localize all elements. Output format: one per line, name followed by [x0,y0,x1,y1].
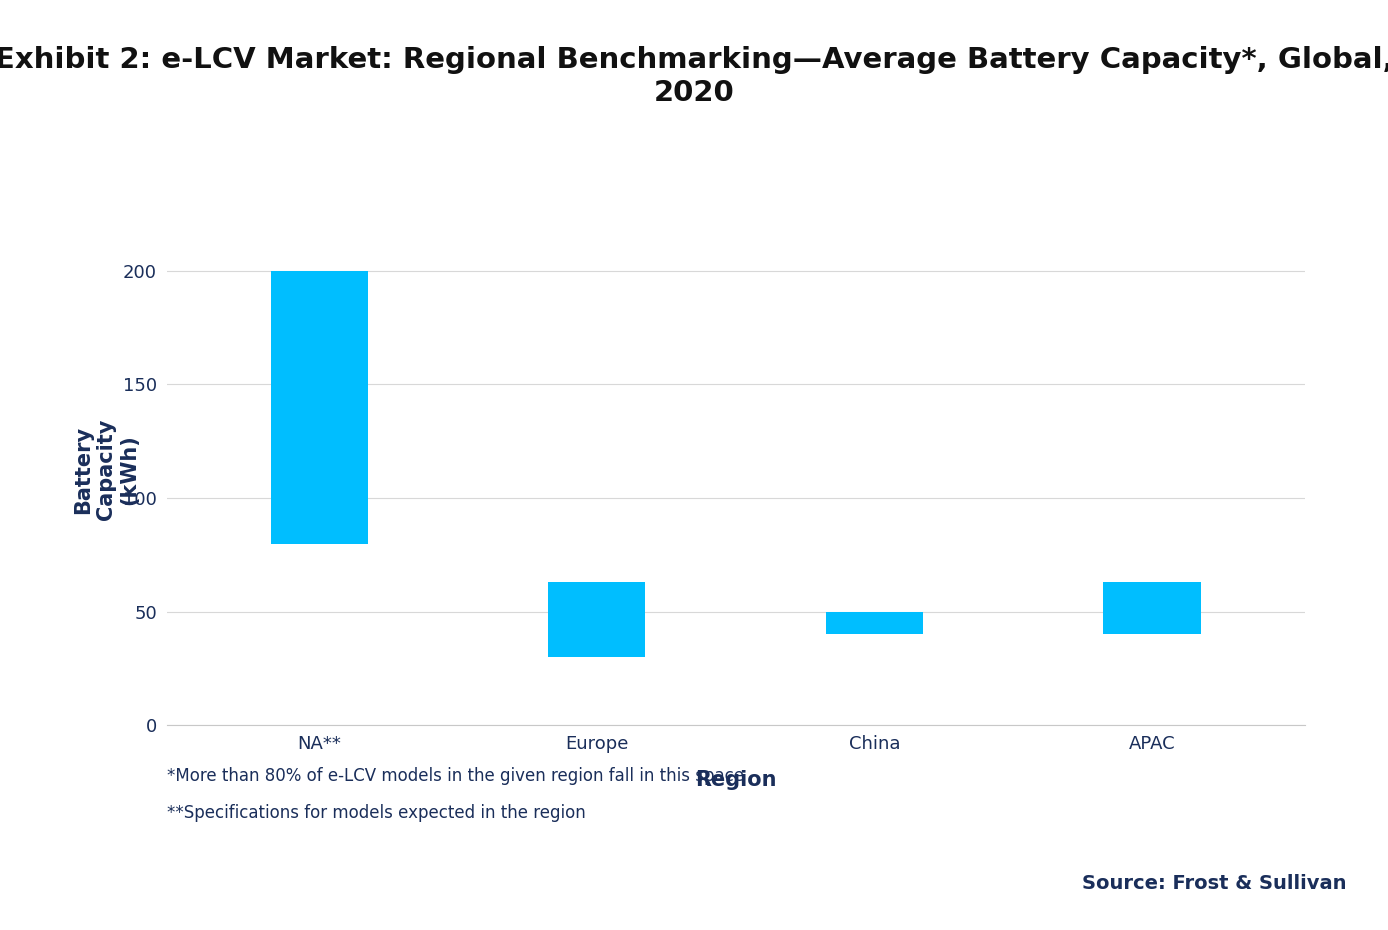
Text: *More than 80% of e-LCV models in the given region fall in this space: *More than 80% of e-LCV models in the gi… [167,767,744,785]
Text: **Specifications for models expected in the region: **Specifications for models expected in … [167,804,586,822]
Bar [1103,582,1201,634]
Y-axis label: Battery
Capacity
(kWh): Battery Capacity (kWh) [72,418,139,521]
Bar [271,271,368,543]
Bar [826,612,923,634]
Text: Exhibit 2: e-LCV Market: Regional Benchmarking—Average Battery Capacity*, Global: Exhibit 2: e-LCV Market: Regional Benchm… [0,46,1388,107]
X-axis label: Region: Region [695,770,776,790]
Text: Source: Frost & Sullivan: Source: Frost & Sullivan [1081,874,1346,893]
Bar [548,582,645,658]
